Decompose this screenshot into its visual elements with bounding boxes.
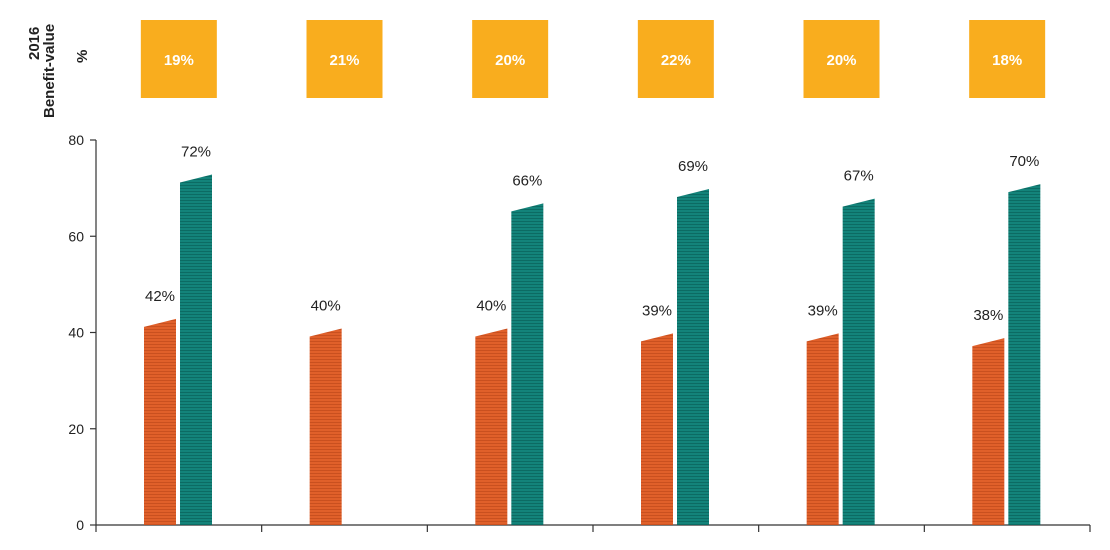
benefit-value-text: 20% xyxy=(495,52,525,69)
bar-series-2 xyxy=(180,174,212,525)
data-label-series-1: 40% xyxy=(476,298,506,315)
benefit-value-box xyxy=(472,20,549,98)
bar-series-1 xyxy=(806,333,839,525)
data-label-series-1: 39% xyxy=(642,302,672,319)
bar-series-1 xyxy=(309,328,342,525)
benefit-value-box xyxy=(803,20,880,98)
benefit-value-text: 22% xyxy=(661,52,691,69)
benefit-value-box xyxy=(969,20,1046,98)
data-label-series-2: 66% xyxy=(512,172,542,189)
bar-series-2 xyxy=(677,188,709,525)
data-label-series-2: 67% xyxy=(844,168,874,185)
y-tick-label: 0 xyxy=(76,517,84,533)
data-label-series-1: 39% xyxy=(808,302,838,319)
bar-series-1 xyxy=(641,333,673,525)
benefit-value-box xyxy=(306,20,383,98)
data-label-series-2: 72% xyxy=(181,144,211,161)
benefit-value-box xyxy=(140,20,217,98)
data-label-series-1: 40% xyxy=(311,298,341,315)
benefit-value-box xyxy=(637,20,714,98)
benefit-value-text: 19% xyxy=(164,52,194,69)
data-label-series-2: 70% xyxy=(1009,153,1039,170)
data-label-series-1: 42% xyxy=(145,288,175,305)
bar-series-2 xyxy=(511,203,544,525)
y-tick-label: 40 xyxy=(68,325,84,341)
bar-series-2 xyxy=(1008,184,1041,525)
y-tick-label: 20 xyxy=(68,421,84,437)
bar-series-1 xyxy=(144,318,176,525)
benefit-value-text: 21% xyxy=(329,52,359,69)
data-label-series-1: 38% xyxy=(973,307,1003,324)
bar-series-1 xyxy=(972,338,1005,525)
y-tick-label: 60 xyxy=(68,228,84,244)
data-label-series-2: 69% xyxy=(678,158,708,175)
bar-series-2 xyxy=(842,198,875,525)
benefit-value-text: 20% xyxy=(826,52,856,69)
y-tick-label: 80 xyxy=(68,132,84,148)
bar-series-1 xyxy=(475,328,508,525)
benefit-value-text: 18% xyxy=(992,52,1022,69)
